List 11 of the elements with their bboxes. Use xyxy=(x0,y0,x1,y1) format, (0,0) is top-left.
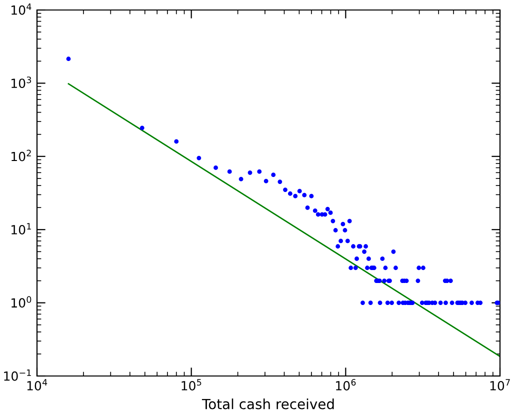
y-tick-label: 10$^{1}$ xyxy=(12,223,31,234)
x-tick-label: 10$^{5}$ xyxy=(182,379,202,390)
x-tick-label: 10$^{4}$ xyxy=(27,379,48,390)
y-tick-label: 10$^{2}$ xyxy=(12,150,31,162)
x-axis-title: Total cash received xyxy=(202,398,334,410)
y-tick-label: 10$^{4}$ xyxy=(12,4,32,15)
y-tick-label: 10$^{3}$ xyxy=(12,76,32,88)
x-tick-label: 10$^{7}$ xyxy=(490,379,510,390)
x-tick-label: 10$^{6}$ xyxy=(336,378,356,390)
y-tick-label: 10$^{0}$ xyxy=(12,296,32,308)
y-tick-label: 10$^{−1}$ xyxy=(4,370,31,381)
